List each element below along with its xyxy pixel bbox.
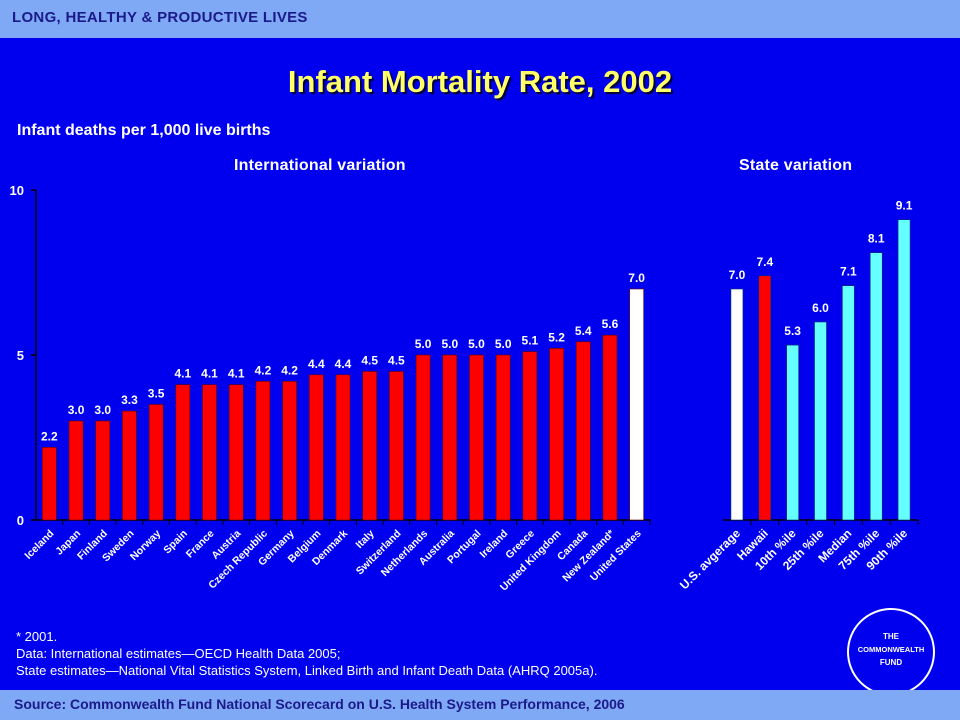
bar xyxy=(602,334,618,521)
bar xyxy=(629,288,644,521)
data-label: 4.2 xyxy=(255,363,272,377)
bar xyxy=(202,384,217,521)
source-citation: Source: Commonwealth Fund National Score… xyxy=(14,696,625,712)
bar xyxy=(842,285,855,521)
section-label: LONG, HEALTHY & PRODUCTIVE LIVES xyxy=(12,9,308,26)
chart-subtitle: Infant deaths per 1,000 live births xyxy=(17,122,271,139)
data-label: 4.5 xyxy=(388,354,405,368)
data-label: 6.0 xyxy=(812,301,829,315)
bar xyxy=(309,374,324,521)
data-label: 7.0 xyxy=(729,268,746,282)
data-label: 4.1 xyxy=(201,367,218,381)
bar xyxy=(148,404,164,521)
y-tick-label: 10 xyxy=(10,183,24,198)
international-panel-title: International variation xyxy=(234,157,406,174)
category-label: Italy xyxy=(353,528,376,551)
data-label: 7.1 xyxy=(840,265,857,279)
footnote-data-international: Data: International estimates—OECD Healt… xyxy=(16,646,341,661)
data-label: 5.6 xyxy=(602,317,619,331)
bar xyxy=(549,348,564,521)
footnotes: * 2001. Data: International estimates—OE… xyxy=(16,628,597,679)
commonwealth-fund-logo: THE COMMONWEALTH FUND xyxy=(847,608,935,696)
data-label: 5.2 xyxy=(548,330,565,344)
data-label: 9.1 xyxy=(896,199,913,213)
data-label: 4.5 xyxy=(361,354,378,368)
data-label: 4.4 xyxy=(335,357,352,371)
y-tick-label: 5 xyxy=(17,348,24,363)
data-label: 3.0 xyxy=(94,403,111,417)
data-label: 3.0 xyxy=(68,403,85,417)
bar xyxy=(415,354,431,521)
data-label: 5.0 xyxy=(441,337,458,351)
data-label: 4.1 xyxy=(228,367,245,381)
data-label: 5.0 xyxy=(415,337,432,351)
bar xyxy=(814,321,827,521)
data-label: 5.1 xyxy=(522,334,539,348)
bar xyxy=(786,344,799,521)
bar xyxy=(335,374,351,521)
bar xyxy=(522,351,538,521)
logo-line-3: FUND xyxy=(880,658,902,667)
data-label: 5.0 xyxy=(468,337,485,351)
data-label: 7.0 xyxy=(628,271,645,285)
state-panel-title: State variation xyxy=(739,157,853,174)
logo-line-1: THE xyxy=(883,632,900,641)
bar xyxy=(122,410,137,521)
bar xyxy=(255,381,271,521)
data-label: 5.0 xyxy=(495,337,512,351)
data-label: 2.2 xyxy=(41,429,58,443)
bar xyxy=(869,252,883,521)
page-title: Infant Mortality Rate, 2002 xyxy=(287,64,673,99)
data-label: 3.5 xyxy=(148,387,165,401)
data-label: 3.3 xyxy=(121,393,138,407)
footnote-data-state: State estimates—National Vital Statistic… xyxy=(16,663,598,678)
bar xyxy=(175,384,191,521)
category-label: U.S. avgerage xyxy=(677,526,743,592)
bar xyxy=(442,354,458,521)
bar xyxy=(730,288,744,521)
logo-line-2: COMMONWEALTH xyxy=(858,645,925,654)
bar xyxy=(282,381,297,521)
bar xyxy=(95,420,111,521)
bar xyxy=(575,341,591,521)
bar xyxy=(228,384,244,521)
bar xyxy=(68,420,84,521)
y-tick-label: 0 xyxy=(17,513,24,528)
bar xyxy=(495,354,511,521)
bar xyxy=(389,371,404,521)
data-label: 4.1 xyxy=(174,367,191,381)
bar xyxy=(897,219,911,521)
data-label: 8.1 xyxy=(868,232,885,246)
data-label: 5.3 xyxy=(784,324,801,338)
data-label: 7.4 xyxy=(756,255,773,269)
category-label: Iceland xyxy=(22,528,56,562)
bar xyxy=(469,354,484,521)
data-label: 4.2 xyxy=(281,363,298,377)
data-label: 5.4 xyxy=(575,324,592,338)
footnote-asterisk: * 2001. xyxy=(16,629,58,644)
data-label: 4.4 xyxy=(308,357,325,371)
bar xyxy=(42,447,57,521)
header-bar: LONG, HEALTHY & PRODUCTIVE LIVES xyxy=(0,0,960,38)
footer-bar: Source: Commonwealth Fund National Score… xyxy=(0,690,960,720)
bar xyxy=(758,275,772,521)
bar xyxy=(362,371,377,521)
